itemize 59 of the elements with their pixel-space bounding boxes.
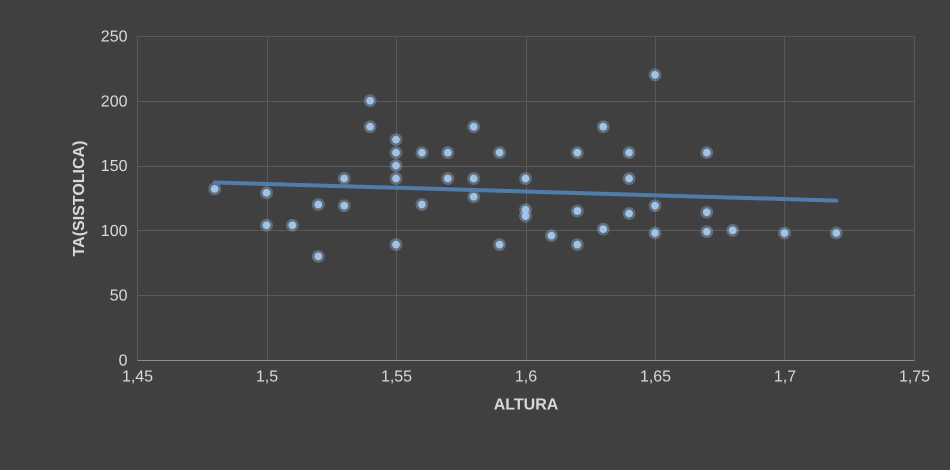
point xyxy=(441,146,454,160)
x-tick-label: 1,6 xyxy=(514,368,538,386)
point xyxy=(648,199,662,212)
point xyxy=(467,190,480,204)
point xyxy=(312,250,325,263)
point xyxy=(700,225,714,238)
x-axis-title: ALTURA xyxy=(494,396,559,414)
x-tick-label: 1,75 xyxy=(898,368,930,386)
x-tick-label: 1,7 xyxy=(774,368,796,386)
point xyxy=(622,146,636,160)
y-tick-label: 250 xyxy=(100,28,128,46)
x-tick-label: 1,45 xyxy=(122,368,154,386)
point xyxy=(208,182,222,196)
point xyxy=(441,172,454,185)
y-tick-label: 150 xyxy=(100,158,128,176)
point xyxy=(622,207,636,220)
point xyxy=(596,120,610,134)
point xyxy=(390,146,402,160)
point xyxy=(700,146,714,160)
point xyxy=(260,218,273,232)
point xyxy=(648,226,662,240)
y-tick-label: 50 xyxy=(110,288,128,305)
point xyxy=(778,226,791,240)
point xyxy=(286,218,299,232)
y-tick-label: 100 xyxy=(100,222,128,240)
point xyxy=(416,198,428,211)
point xyxy=(493,238,506,252)
point xyxy=(312,198,325,211)
point xyxy=(648,68,662,82)
point xyxy=(622,172,636,185)
point xyxy=(726,224,740,237)
point xyxy=(467,172,480,185)
point xyxy=(390,238,402,252)
y-tick-label: 200 xyxy=(100,93,128,110)
x-tick-label: 1,65 xyxy=(640,368,672,386)
point xyxy=(493,146,506,160)
point xyxy=(570,238,584,252)
point xyxy=(596,222,610,236)
x-tick-label: 1,55 xyxy=(380,368,412,386)
point xyxy=(390,159,402,172)
point xyxy=(338,172,351,185)
point xyxy=(830,226,843,240)
x-tick-label: 1,5 xyxy=(256,368,278,386)
point xyxy=(519,210,532,223)
point xyxy=(390,133,402,146)
point xyxy=(570,204,584,218)
y-axis-title: TA(SISTOLICA) xyxy=(70,140,88,256)
point xyxy=(467,120,480,134)
point xyxy=(364,120,376,134)
point xyxy=(390,172,402,185)
point xyxy=(338,199,351,212)
point xyxy=(364,94,376,108)
point xyxy=(416,146,428,160)
y-tick-label: 0 xyxy=(118,352,128,370)
point xyxy=(260,186,273,200)
point xyxy=(519,172,532,185)
point xyxy=(570,146,584,160)
point xyxy=(700,206,714,219)
point xyxy=(545,229,558,242)
